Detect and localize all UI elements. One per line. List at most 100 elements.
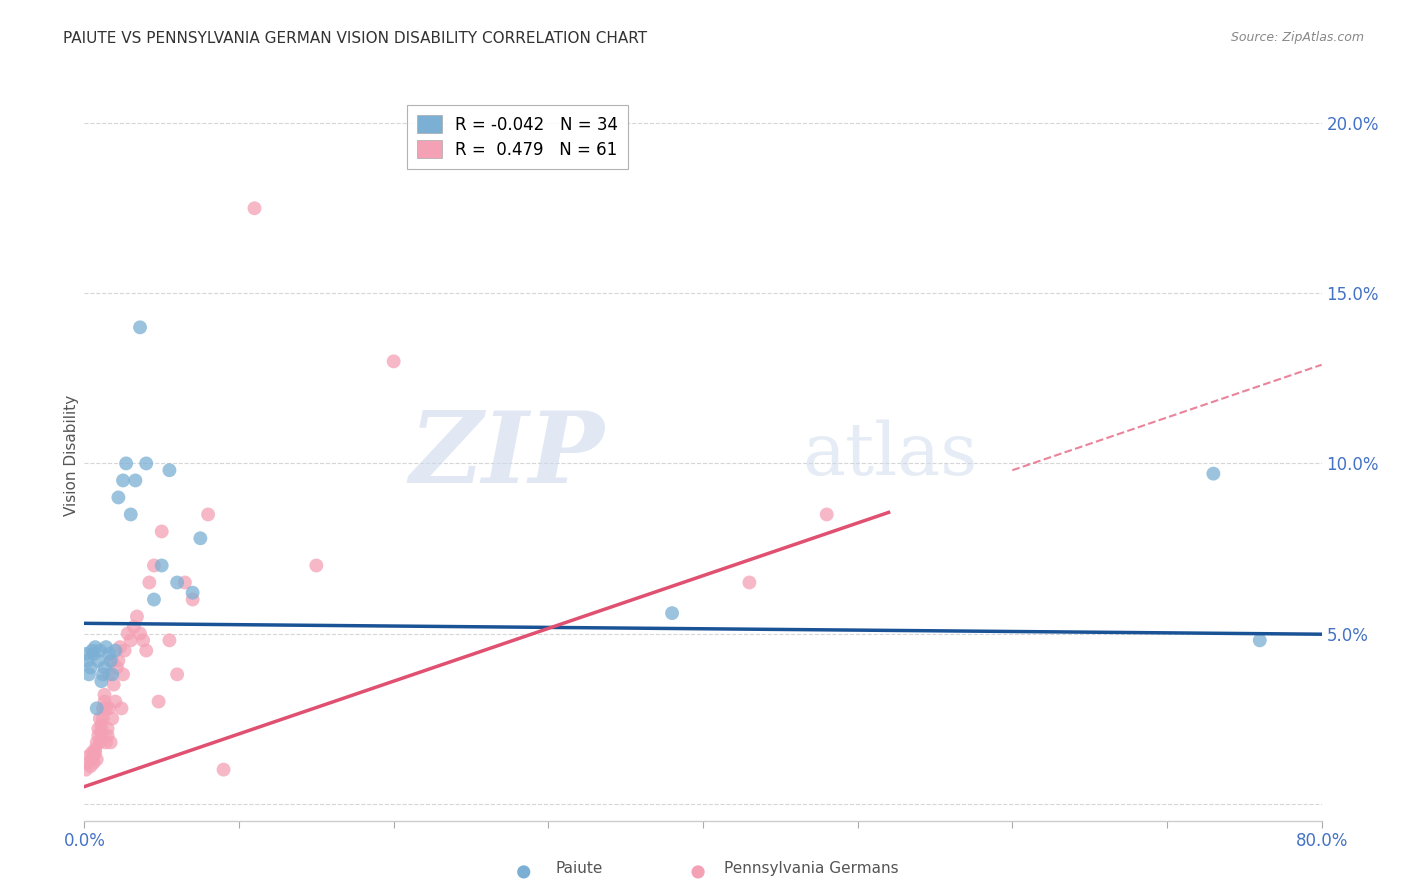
Point — [120, 633, 142, 648]
Point — [122, 620, 145, 634]
Point — [89, 712, 111, 726]
Point — [94, 640, 117, 654]
Point — [84, 746, 107, 760]
Point — [101, 667, 124, 681]
Point — [79, 759, 101, 773]
Point — [107, 654, 129, 668]
Point — [90, 718, 112, 732]
Point — [89, 643, 111, 657]
Point — [112, 474, 135, 488]
Text: Paiute: Paiute — [555, 861, 603, 876]
Point — [166, 667, 188, 681]
Point — [108, 640, 131, 654]
Point — [112, 667, 135, 681]
Point — [87, 722, 110, 736]
Point — [148, 695, 170, 709]
Point — [93, 688, 115, 702]
Point — [188, 531, 212, 545]
Point — [75, 763, 97, 777]
Point — [76, 756, 98, 770]
Point — [86, 752, 108, 766]
Point — [97, 729, 120, 743]
Point — [90, 725, 112, 739]
Point — [93, 695, 115, 709]
Point — [100, 735, 122, 749]
Point — [107, 491, 129, 505]
Point — [1202, 467, 1225, 481]
Point — [197, 508, 219, 522]
Text: Pennsylvania Germans: Pennsylvania Germans — [724, 861, 898, 876]
Point — [159, 633, 181, 648]
Point — [243, 201, 266, 215]
Point — [212, 763, 235, 777]
Point — [84, 640, 107, 654]
Point — [98, 701, 121, 715]
Point — [82, 643, 104, 657]
Point — [98, 647, 121, 661]
Point — [135, 643, 157, 657]
Point — [87, 654, 110, 668]
Point — [661, 606, 683, 620]
Point — [143, 558, 166, 573]
Text: Source: ZipAtlas.com: Source: ZipAtlas.com — [1230, 31, 1364, 45]
Point — [83, 749, 105, 764]
Point — [738, 575, 761, 590]
Point — [101, 654, 124, 668]
Point — [89, 735, 111, 749]
Point — [1249, 633, 1271, 648]
Point — [159, 463, 181, 477]
Y-axis label: Vision Disability: Vision Disability — [63, 394, 79, 516]
Point — [166, 575, 188, 590]
Point — [82, 752, 104, 766]
Point — [86, 735, 108, 749]
Point — [77, 667, 100, 681]
Legend: R = -0.042   N = 34, R =  0.479   N = 61: R = -0.042 N = 34, R = 0.479 N = 61 — [406, 105, 628, 169]
Point — [86, 701, 108, 715]
Point — [105, 660, 128, 674]
Point — [110, 701, 132, 715]
Point — [120, 508, 142, 522]
Point — [125, 609, 148, 624]
Point — [129, 626, 152, 640]
Point — [181, 592, 204, 607]
Point — [138, 575, 160, 590]
Point — [132, 633, 155, 648]
Point — [513, 865, 536, 880]
Point — [181, 585, 204, 599]
Point — [91, 712, 114, 726]
Point — [76, 654, 98, 668]
Point — [686, 865, 709, 880]
Point — [98, 667, 121, 681]
Point — [382, 354, 405, 368]
Point — [91, 701, 114, 715]
Point — [87, 729, 110, 743]
Point — [104, 643, 127, 657]
Point — [135, 457, 157, 471]
Point — [129, 320, 152, 334]
Point — [75, 647, 97, 661]
Point — [101, 712, 124, 726]
Point — [117, 626, 139, 640]
Point — [174, 575, 197, 590]
Point — [815, 508, 838, 522]
Point — [84, 742, 107, 756]
Point — [100, 654, 122, 668]
Point — [124, 474, 146, 488]
Point — [103, 677, 125, 691]
Text: PAIUTE VS PENNSYLVANIA GERMAN VISION DISABILITY CORRELATION CHART: PAIUTE VS PENNSYLVANIA GERMAN VISION DIS… — [63, 31, 647, 46]
Point — [104, 695, 127, 709]
Point — [97, 722, 120, 736]
Point — [91, 667, 114, 681]
Point — [83, 647, 105, 661]
Point — [77, 749, 100, 764]
Text: atlas: atlas — [801, 419, 977, 491]
Point — [115, 457, 138, 471]
Point — [83, 756, 105, 770]
Point — [94, 701, 117, 715]
Point — [79, 660, 101, 674]
Point — [143, 592, 166, 607]
Point — [305, 558, 328, 573]
Point — [94, 735, 117, 749]
Text: ZIP: ZIP — [409, 407, 605, 503]
Point — [90, 674, 112, 689]
